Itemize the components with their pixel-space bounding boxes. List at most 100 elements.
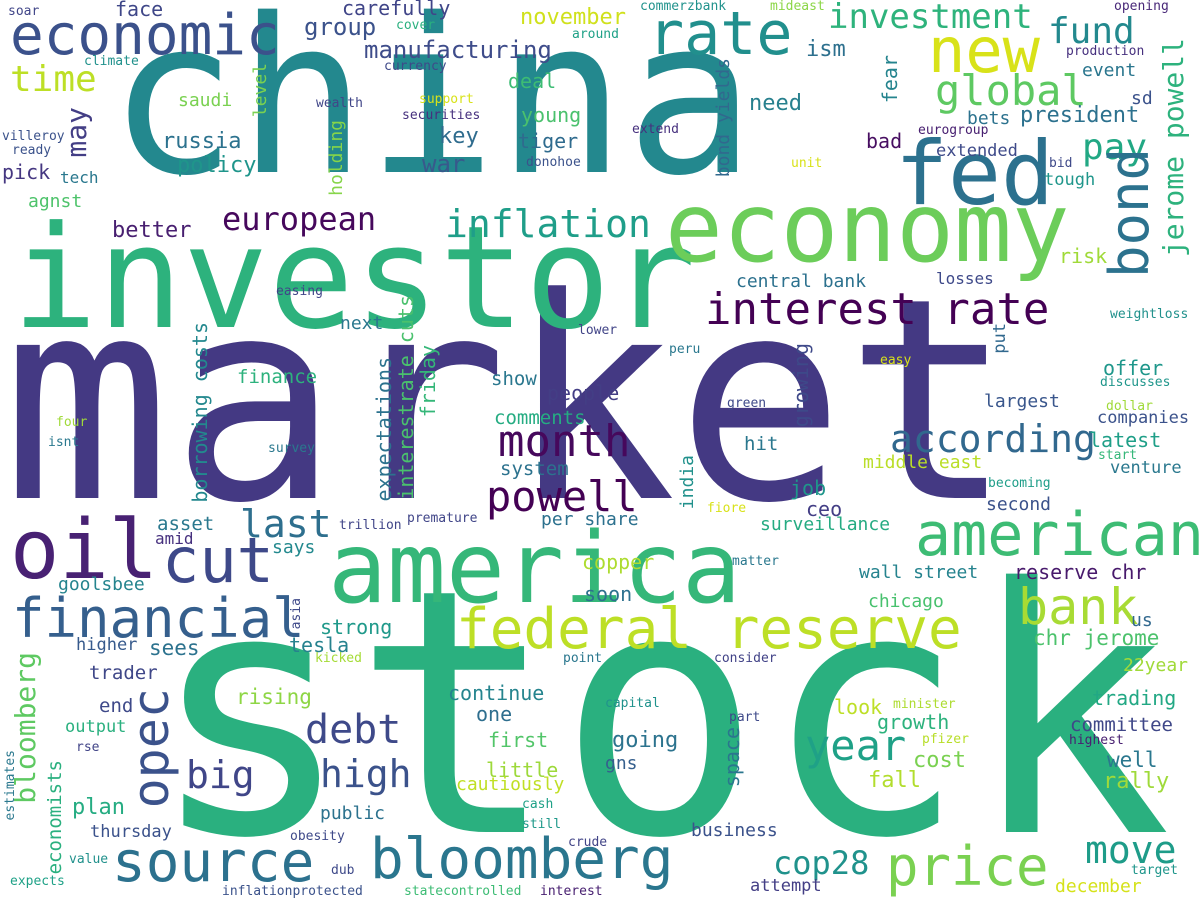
word-matter: matter — [732, 554, 779, 569]
word-people: people — [547, 381, 620, 405]
word-economy: economy — [665, 172, 1070, 284]
word-four: four — [56, 415, 88, 430]
word-friday: friday — [416, 345, 440, 418]
word-one: one — [476, 702, 513, 726]
word-chicago: chicago — [868, 591, 944, 612]
word-fund: fund — [1048, 11, 1135, 52]
word-group: group — [304, 13, 377, 41]
word-cut: cut — [162, 524, 274, 597]
word-weightloss: weightloss — [1110, 307, 1189, 322]
word-easy: easy — [880, 353, 912, 368]
word-22year: 22year — [1123, 655, 1189, 676]
word-little: little — [486, 758, 559, 782]
word-asset: asset — [157, 513, 215, 535]
word-trading: trading — [1092, 686, 1177, 710]
word-losses: losses — [936, 269, 994, 288]
word-america: america — [328, 512, 742, 626]
word-kicked: kicked — [315, 651, 362, 666]
word-fall: fall — [868, 768, 921, 793]
word-tesla: tesla — [289, 633, 350, 657]
word-key: key — [439, 124, 479, 149]
word-green: green — [727, 396, 767, 411]
word-point: point — [563, 651, 603, 666]
word-business: business — [691, 820, 778, 841]
word-lower: lower — [578, 323, 618, 338]
word-opec: opec — [122, 688, 180, 809]
word-eurogroup: eurogroup — [918, 123, 989, 138]
word-end: end — [99, 695, 134, 717]
word-bad: bad — [866, 129, 903, 153]
word-powell: powell — [486, 472, 638, 521]
word-offer: offer — [1103, 356, 1164, 380]
word-stock: stock — [148, 517, 1172, 900]
word-saudi: saudi — [178, 90, 233, 111]
word-ceo: ceo — [806, 497, 843, 521]
word-target: target — [1131, 863, 1178, 878]
word-market: market — [2, 239, 1014, 565]
word-job: job — [790, 476, 827, 500]
word-global: global — [935, 66, 1087, 115]
word-expects: expects — [10, 874, 65, 889]
word-output: output — [65, 717, 127, 737]
word-villeroy: villeroy — [2, 129, 65, 144]
word-bond: bond — [1098, 148, 1161, 279]
word-capital: capital — [605, 696, 660, 711]
word-currency: currency — [384, 59, 447, 74]
word-reserve-chr: reserve chr — [1014, 560, 1147, 584]
word-december: december — [1055, 876, 1142, 897]
word-plan: plan — [72, 795, 125, 820]
word-price: price — [886, 835, 1049, 898]
word-high: high — [320, 752, 412, 796]
word-federal-reserve: federal reserve — [456, 597, 962, 662]
word-part: part — [729, 710, 761, 725]
word-around: around — [572, 27, 619, 42]
word-fear: fear — [878, 55, 902, 104]
word-latest: latest — [1089, 428, 1162, 452]
word-still: still — [522, 817, 562, 832]
word-donohoe: donohoe — [526, 155, 581, 170]
word-interestrate-cuts: interestrate cuts — [394, 295, 418, 500]
word-china: china — [108, 0, 756, 223]
word-better: better — [112, 218, 192, 243]
word-attempt: attempt — [750, 876, 822, 896]
word-war: war — [422, 150, 466, 178]
word-commerzbank: commerzbank — [640, 0, 727, 14]
word-fed: fed — [895, 122, 1054, 225]
word-bloomberg: bloomberg — [370, 827, 674, 892]
word-amid: amid — [155, 529, 194, 548]
word-rse: rse — [76, 740, 100, 755]
word-dub: dub — [331, 863, 355, 878]
word-source: source — [112, 830, 315, 895]
word-support: support — [419, 92, 474, 107]
word-month: month — [498, 416, 631, 467]
word-isnt: isnt — [48, 435, 80, 450]
word-tech: tech — [60, 168, 99, 187]
word-inflation: inflation — [445, 202, 651, 246]
word-well: well — [1107, 748, 1158, 772]
word-look: look — [834, 695, 883, 719]
word-statecontrolled: statecontrolled — [404, 884, 522, 899]
word-bets: bets — [967, 108, 1011, 129]
word-russia: russia — [162, 129, 242, 154]
word-according: according — [890, 417, 1096, 461]
word-higher: higher — [76, 635, 138, 655]
word-economic: economic — [10, 3, 280, 68]
word-soar: soar — [8, 4, 40, 19]
word-bid: bid — [1049, 156, 1073, 171]
word-risk: risk — [1059, 244, 1108, 268]
word-consider: consider — [714, 651, 777, 666]
word-survey: survey — [268, 441, 315, 456]
word-november: november — [520, 5, 626, 30]
word-put: put — [990, 323, 1010, 354]
word-event: event — [1082, 60, 1137, 81]
word-india: india — [677, 455, 698, 510]
word-venture: venture — [1110, 458, 1182, 478]
word-pay: pay — [1082, 127, 1148, 168]
word-chr-jerome: chr jerome — [1033, 626, 1160, 650]
word-start: start — [1098, 448, 1138, 463]
word-expectations: expectations — [372, 357, 396, 502]
word-carefully: carefully — [342, 0, 451, 20]
word-opening: opening — [1114, 0, 1169, 14]
word-central-bank: central bank — [736, 271, 867, 292]
